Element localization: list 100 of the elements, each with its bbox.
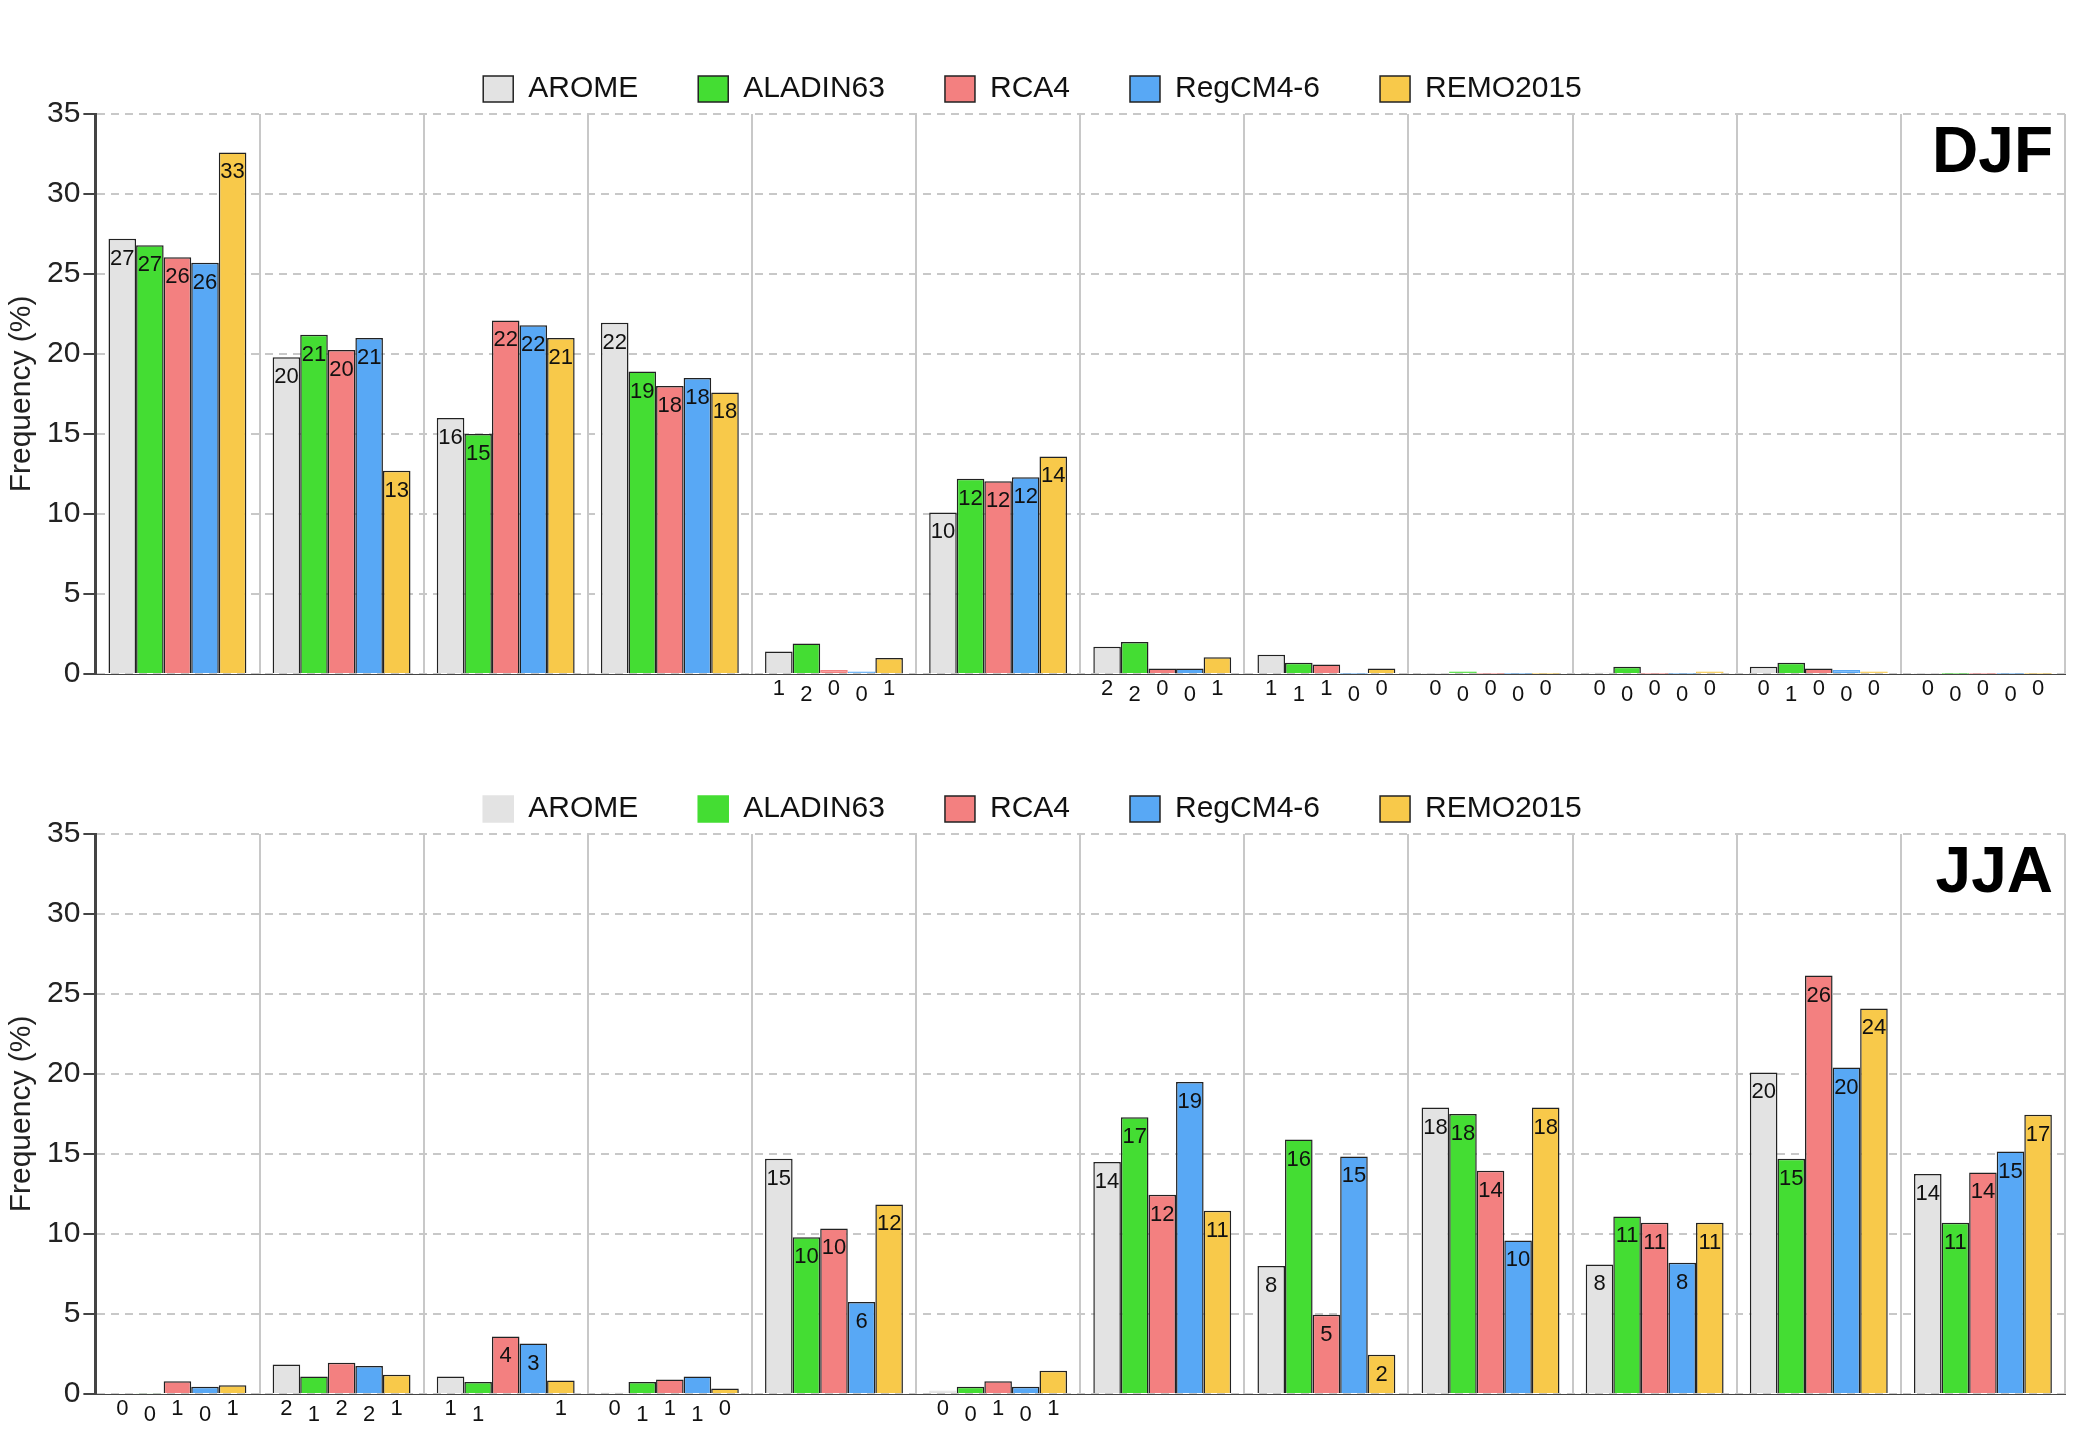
y-tick-label: 15 xyxy=(46,1135,81,1169)
data-label: 2 xyxy=(1128,681,1141,707)
data-label: 1 xyxy=(171,1395,184,1421)
y-tick-label: 15 xyxy=(46,415,81,449)
data-label: 0 xyxy=(1347,681,1361,707)
data-label: 33 xyxy=(220,158,245,184)
data-label: 21 xyxy=(301,340,327,366)
data-label: 0 xyxy=(1456,681,1470,707)
data-label: 0 xyxy=(1921,675,1934,701)
y-tick-label: 0 xyxy=(63,655,81,689)
data-label: 14 xyxy=(1915,1180,1941,1206)
y-tick-label: 5 xyxy=(63,575,81,609)
legend-label: REMO2015 xyxy=(1425,790,1582,824)
data-label: 0 xyxy=(608,1395,621,1421)
data-label: 2 xyxy=(363,1401,376,1427)
data-label: 0 xyxy=(855,681,868,707)
data-label: 11 xyxy=(1698,1228,1722,1254)
data-label: 12 xyxy=(1013,483,1038,509)
data-label: 1 xyxy=(1292,681,1305,707)
data-label: 20 xyxy=(274,363,299,389)
data-label: 0 xyxy=(1375,675,1388,701)
data-label: 0 xyxy=(1620,681,1634,707)
data-label: 2 xyxy=(800,681,813,707)
data-label: 14 xyxy=(1970,1178,1996,1204)
data-label: 12 xyxy=(876,1210,902,1236)
legend-label: AROME xyxy=(528,70,639,104)
data-label: 1 xyxy=(1265,675,1278,701)
data-label: 0 xyxy=(1511,681,1525,707)
data-label: 0 xyxy=(1976,675,1990,701)
data-label: 1 xyxy=(444,1395,457,1421)
data-label: 12 xyxy=(1150,1200,1175,1226)
legend-label: RegCM4-6 xyxy=(1174,70,1321,104)
data-label: 1 xyxy=(1211,675,1224,701)
data-label: 12 xyxy=(958,484,983,510)
data-label: 24 xyxy=(1861,1014,1887,1040)
data-label: 11 xyxy=(1205,1216,1229,1242)
data-label: 14 xyxy=(1094,1168,1120,1194)
data-label: 1 xyxy=(1785,681,1798,707)
data-label: 19 xyxy=(630,377,655,403)
data-label: 0 xyxy=(1812,675,1825,701)
legend-label: ALADIN63 xyxy=(743,790,885,824)
data-label: 0 xyxy=(116,1395,129,1421)
data-label: 0 xyxy=(1539,675,1552,701)
data-label: 13 xyxy=(384,476,409,502)
data-label: 21 xyxy=(356,344,382,370)
data-label: 0 xyxy=(198,1401,212,1427)
data-label: 1 xyxy=(636,1401,649,1427)
y-tick-label: 20 xyxy=(46,1055,81,1089)
y-tick-label: 10 xyxy=(46,1215,81,1249)
data-label: 0 xyxy=(1703,675,1716,701)
data-label: 6 xyxy=(855,1308,868,1334)
chart-title: DJF xyxy=(1932,113,2053,186)
data-label: 1 xyxy=(691,1401,704,1427)
data-label: 15 xyxy=(1998,1157,2023,1183)
data-label: 1 xyxy=(307,1401,321,1427)
data-label: 11 xyxy=(1643,1228,1667,1254)
y-tick-label: 35 xyxy=(46,815,81,849)
data-label: 17 xyxy=(2025,1120,2051,1146)
data-label: 26 xyxy=(165,263,190,289)
data-label: 8 xyxy=(1676,1268,1689,1294)
data-label: 14 xyxy=(1041,462,1066,488)
data-label: 0 xyxy=(1593,675,1606,701)
data-label: 18 xyxy=(657,392,683,418)
data-label: 10 xyxy=(930,518,956,544)
legend-label: RCA4 xyxy=(989,790,1070,824)
data-label: 2 xyxy=(1375,1360,1388,1386)
legend-label: REMO2015 xyxy=(1425,70,1582,104)
y-axis-title: Frequency (%) xyxy=(3,1015,37,1213)
data-label: 19 xyxy=(1177,1088,1203,1114)
y-axis-title: Frequency (%) xyxy=(3,295,37,493)
data-label: 22 xyxy=(602,328,627,354)
data-label: 0 xyxy=(1183,681,1196,707)
data-label: 27 xyxy=(110,244,135,270)
data-label: 1 xyxy=(1320,675,1333,701)
data-label: 1 xyxy=(390,1395,403,1421)
data-label: 0 xyxy=(1019,1401,1032,1427)
data-label: 0 xyxy=(1484,675,1497,701)
data-label: 22 xyxy=(521,331,546,357)
data-label: 18 xyxy=(712,398,738,424)
y-tick-label: 35 xyxy=(46,95,81,129)
legend-label: AROME xyxy=(528,790,639,824)
data-label: 12 xyxy=(985,487,1011,513)
data-label: 21 xyxy=(548,344,574,370)
data-label: 0 xyxy=(1648,675,1661,701)
y-tick-label: 5 xyxy=(63,1295,81,1329)
data-label: 27 xyxy=(137,251,163,277)
data-label: 18 xyxy=(1423,1113,1448,1139)
data-label: 10 xyxy=(1505,1246,1531,1272)
data-label: 0 xyxy=(2004,681,2017,707)
data-label: 16 xyxy=(1286,1145,1312,1171)
data-label: 1 xyxy=(663,1395,676,1421)
legend-label: RCA4 xyxy=(989,70,1070,104)
y-tick-label: 25 xyxy=(46,255,81,289)
data-label: 14 xyxy=(1478,1176,1503,1202)
data-label: 17 xyxy=(1122,1123,1147,1149)
data-label: 0 xyxy=(1867,675,1881,701)
y-tick-label: 20 xyxy=(46,335,81,369)
data-label: 18 xyxy=(685,384,710,410)
data-label: 1 xyxy=(226,1395,239,1421)
data-label: 0 xyxy=(143,1401,156,1427)
